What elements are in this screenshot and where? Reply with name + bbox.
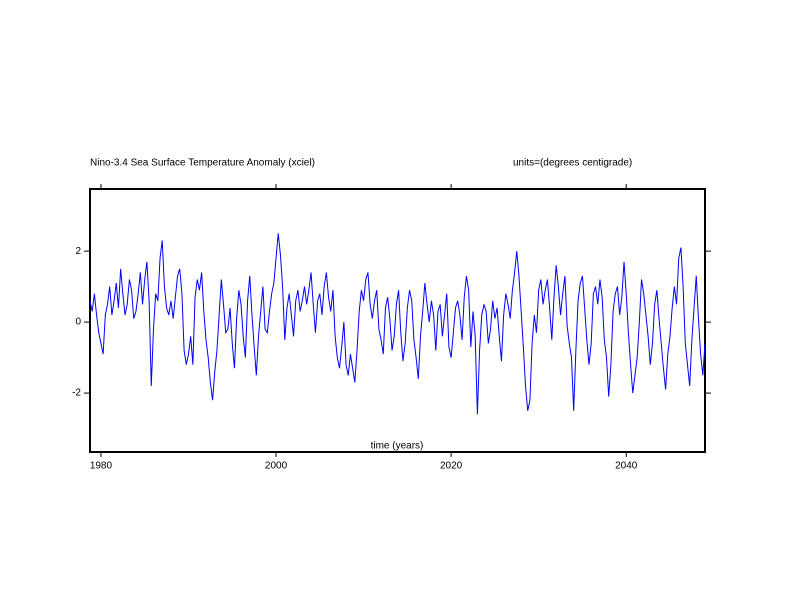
y-tick-label: 0 [75, 317, 81, 328]
x-axis-label: time (years) [371, 441, 424, 452]
y-tick-label: 2 [75, 246, 81, 257]
chart-title: Nino-3.4 Sea Surface Temperature Anomaly… [90, 158, 315, 169]
sst-anomaly-line [89, 233, 706, 415]
y-tick-label: -2 [72, 388, 81, 399]
x-tick-label: 1980 [90, 461, 113, 472]
x-tick-label: 2040 [615, 461, 638, 472]
x-tick-label: 2020 [440, 461, 463, 472]
units-label: units=(degrees centigrade) [513, 158, 632, 169]
x-tick-label: 2000 [265, 461, 288, 472]
plot-frame [89, 188, 706, 453]
